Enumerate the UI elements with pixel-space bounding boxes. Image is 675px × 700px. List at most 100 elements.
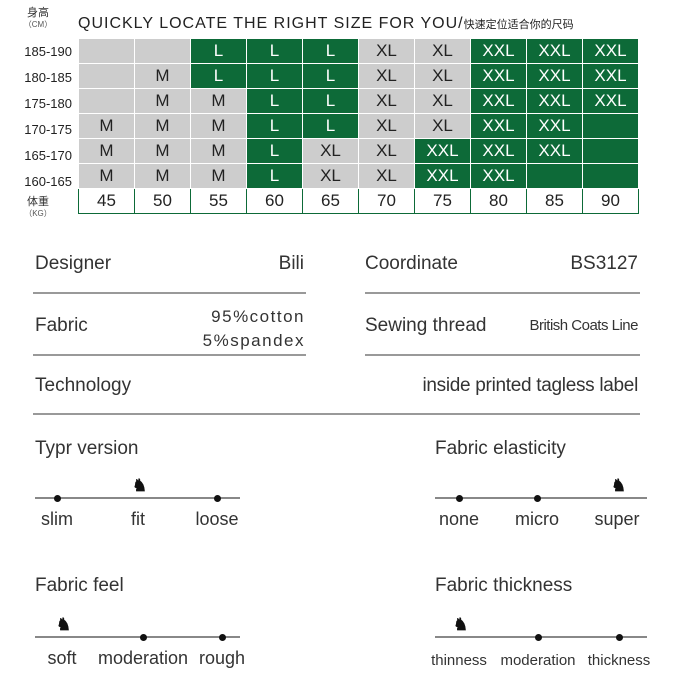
size-cell: XXL — [414, 138, 471, 164]
size-cell: M — [134, 113, 191, 139]
slider-option-label: thinness — [431, 652, 487, 669]
slider-option-label: moderation — [97, 648, 189, 668]
size-cell: XXL — [470, 113, 527, 139]
size-cell — [526, 163, 583, 189]
size-cell: M — [134, 138, 191, 164]
slider-dot — [219, 633, 226, 641]
size-cell: XXL — [526, 88, 583, 114]
slider-option-label: fit — [130, 509, 145, 529]
selected-marker-icon: ♞ — [132, 476, 148, 495]
divider — [33, 354, 306, 356]
coordinate-label: Coordinate — [365, 253, 458, 274]
size-cell: M — [190, 88, 247, 114]
size-cell: XL — [358, 113, 415, 139]
size-cell — [134, 38, 191, 64]
sewing-thread-value: British Coats Line — [529, 317, 638, 334]
size-cell: XXL — [526, 138, 583, 164]
size-cell: XL — [358, 88, 415, 114]
slider-title: Fabric elasticity — [435, 438, 566, 459]
slider-dot — [535, 633, 542, 641]
size-cell: L — [302, 88, 359, 114]
size-cell: XL — [358, 63, 415, 89]
size-cell: L — [246, 113, 303, 139]
slider-title: Fabric thickness — [435, 575, 573, 596]
size-cell: L — [302, 38, 359, 64]
size-cell: XXL — [582, 63, 639, 89]
coordinate-value: BS3127 — [570, 253, 638, 274]
size-cell: XL — [414, 63, 471, 89]
size-cell: M — [134, 163, 191, 189]
size-cell: L — [190, 38, 247, 64]
slider-dot — [456, 494, 463, 502]
size-cell: XXL — [526, 38, 583, 64]
slider-dot — [534, 494, 541, 502]
size-cell: XL — [414, 88, 471, 114]
size-cell — [78, 88, 135, 114]
size-cell: XXL — [470, 163, 527, 189]
size-cell: L — [246, 88, 303, 114]
size-cell: XXL — [526, 63, 583, 89]
weight-row: 45 50 55 60 65 70 75 80 85 90 — [78, 188, 639, 214]
fabric-value-2: 5%spandex — [202, 331, 305, 350]
height-header: 身高 （CM） — [18, 7, 58, 31]
slider-option-label: thickness — [587, 652, 651, 669]
weight-cell: 70 — [358, 188, 415, 214]
size-cell — [582, 163, 639, 189]
size-row: M L L L XL XL XXL XXL XXL — [78, 63, 639, 89]
slider-track — [35, 636, 240, 638]
size-cell: XXL — [582, 88, 639, 114]
designer-label: Designer — [35, 253, 112, 274]
title-en: QUICKLY LOCATE THE RIGHT SIZE FOR YOU/ — [78, 15, 464, 32]
fabric-label: Fabric — [35, 315, 88, 336]
chart-title: QUICKLY LOCATE THE RIGHT SIZE FOR YOU/快速… — [78, 15, 574, 33]
height-unit: （CM） — [23, 20, 53, 29]
size-cell: XL — [302, 163, 359, 189]
height-range-label: 180-185 — [24, 70, 72, 85]
size-cell: M — [78, 113, 135, 139]
size-cell: M — [190, 138, 247, 164]
height-range-label: 175-180 — [24, 96, 72, 111]
selected-marker-icon: ♞ — [56, 615, 72, 634]
slider-title: Fabric feel — [35, 575, 124, 596]
height-label: 身高 — [27, 7, 49, 19]
selected-marker-icon: ♞ — [611, 476, 627, 495]
weight-unit: （KG） — [24, 209, 52, 218]
divider — [365, 292, 640, 294]
size-row: M M M L L XL XL XXL XXL — [78, 113, 639, 139]
size-cell: XXL — [526, 113, 583, 139]
weight-cell: 60 — [246, 188, 303, 214]
size-cell — [582, 138, 639, 164]
size-row: L L L XL XL XXL XXL XXL — [78, 38, 639, 64]
slider-option-label: micro — [515, 509, 559, 529]
weight-cell: 75 — [414, 188, 471, 214]
size-cell: XXL — [470, 38, 527, 64]
selected-marker-icon: ♞ — [453, 615, 469, 634]
size-cell: XXL — [470, 138, 527, 164]
size-cell: L — [246, 63, 303, 89]
size-cell: M — [134, 88, 191, 114]
size-cell: XXL — [582, 38, 639, 64]
size-row: M M L L XL XL XXL XXL XXL — [78, 88, 639, 114]
slider-option-label: loose — [195, 509, 239, 529]
slider-dot — [214, 494, 221, 502]
size-cell — [582, 113, 639, 139]
sewing-thread-label: Sewing thread — [365, 315, 487, 336]
size-cell: XL — [358, 138, 415, 164]
size-cell: XXL — [414, 163, 471, 189]
height-range-label: 165-170 — [24, 148, 72, 163]
size-cell: XL — [302, 138, 359, 164]
size-cell: M — [190, 163, 247, 189]
weight-cell: 50 — [134, 188, 191, 214]
fabric-value-1: 95%cotton — [211, 307, 305, 326]
slider-option-label: soft — [47, 648, 77, 668]
weight-cell: 85 — [526, 188, 583, 214]
size-cell: XL — [414, 38, 471, 64]
weight-label: 体重 — [27, 196, 49, 208]
size-cell: XXL — [470, 88, 527, 114]
size-cell: L — [302, 63, 359, 89]
size-cell: L — [246, 38, 303, 64]
weight-cell: 65 — [302, 188, 359, 214]
slider-title: Typr version — [35, 438, 139, 459]
slider-option-label: moderation — [500, 652, 576, 669]
